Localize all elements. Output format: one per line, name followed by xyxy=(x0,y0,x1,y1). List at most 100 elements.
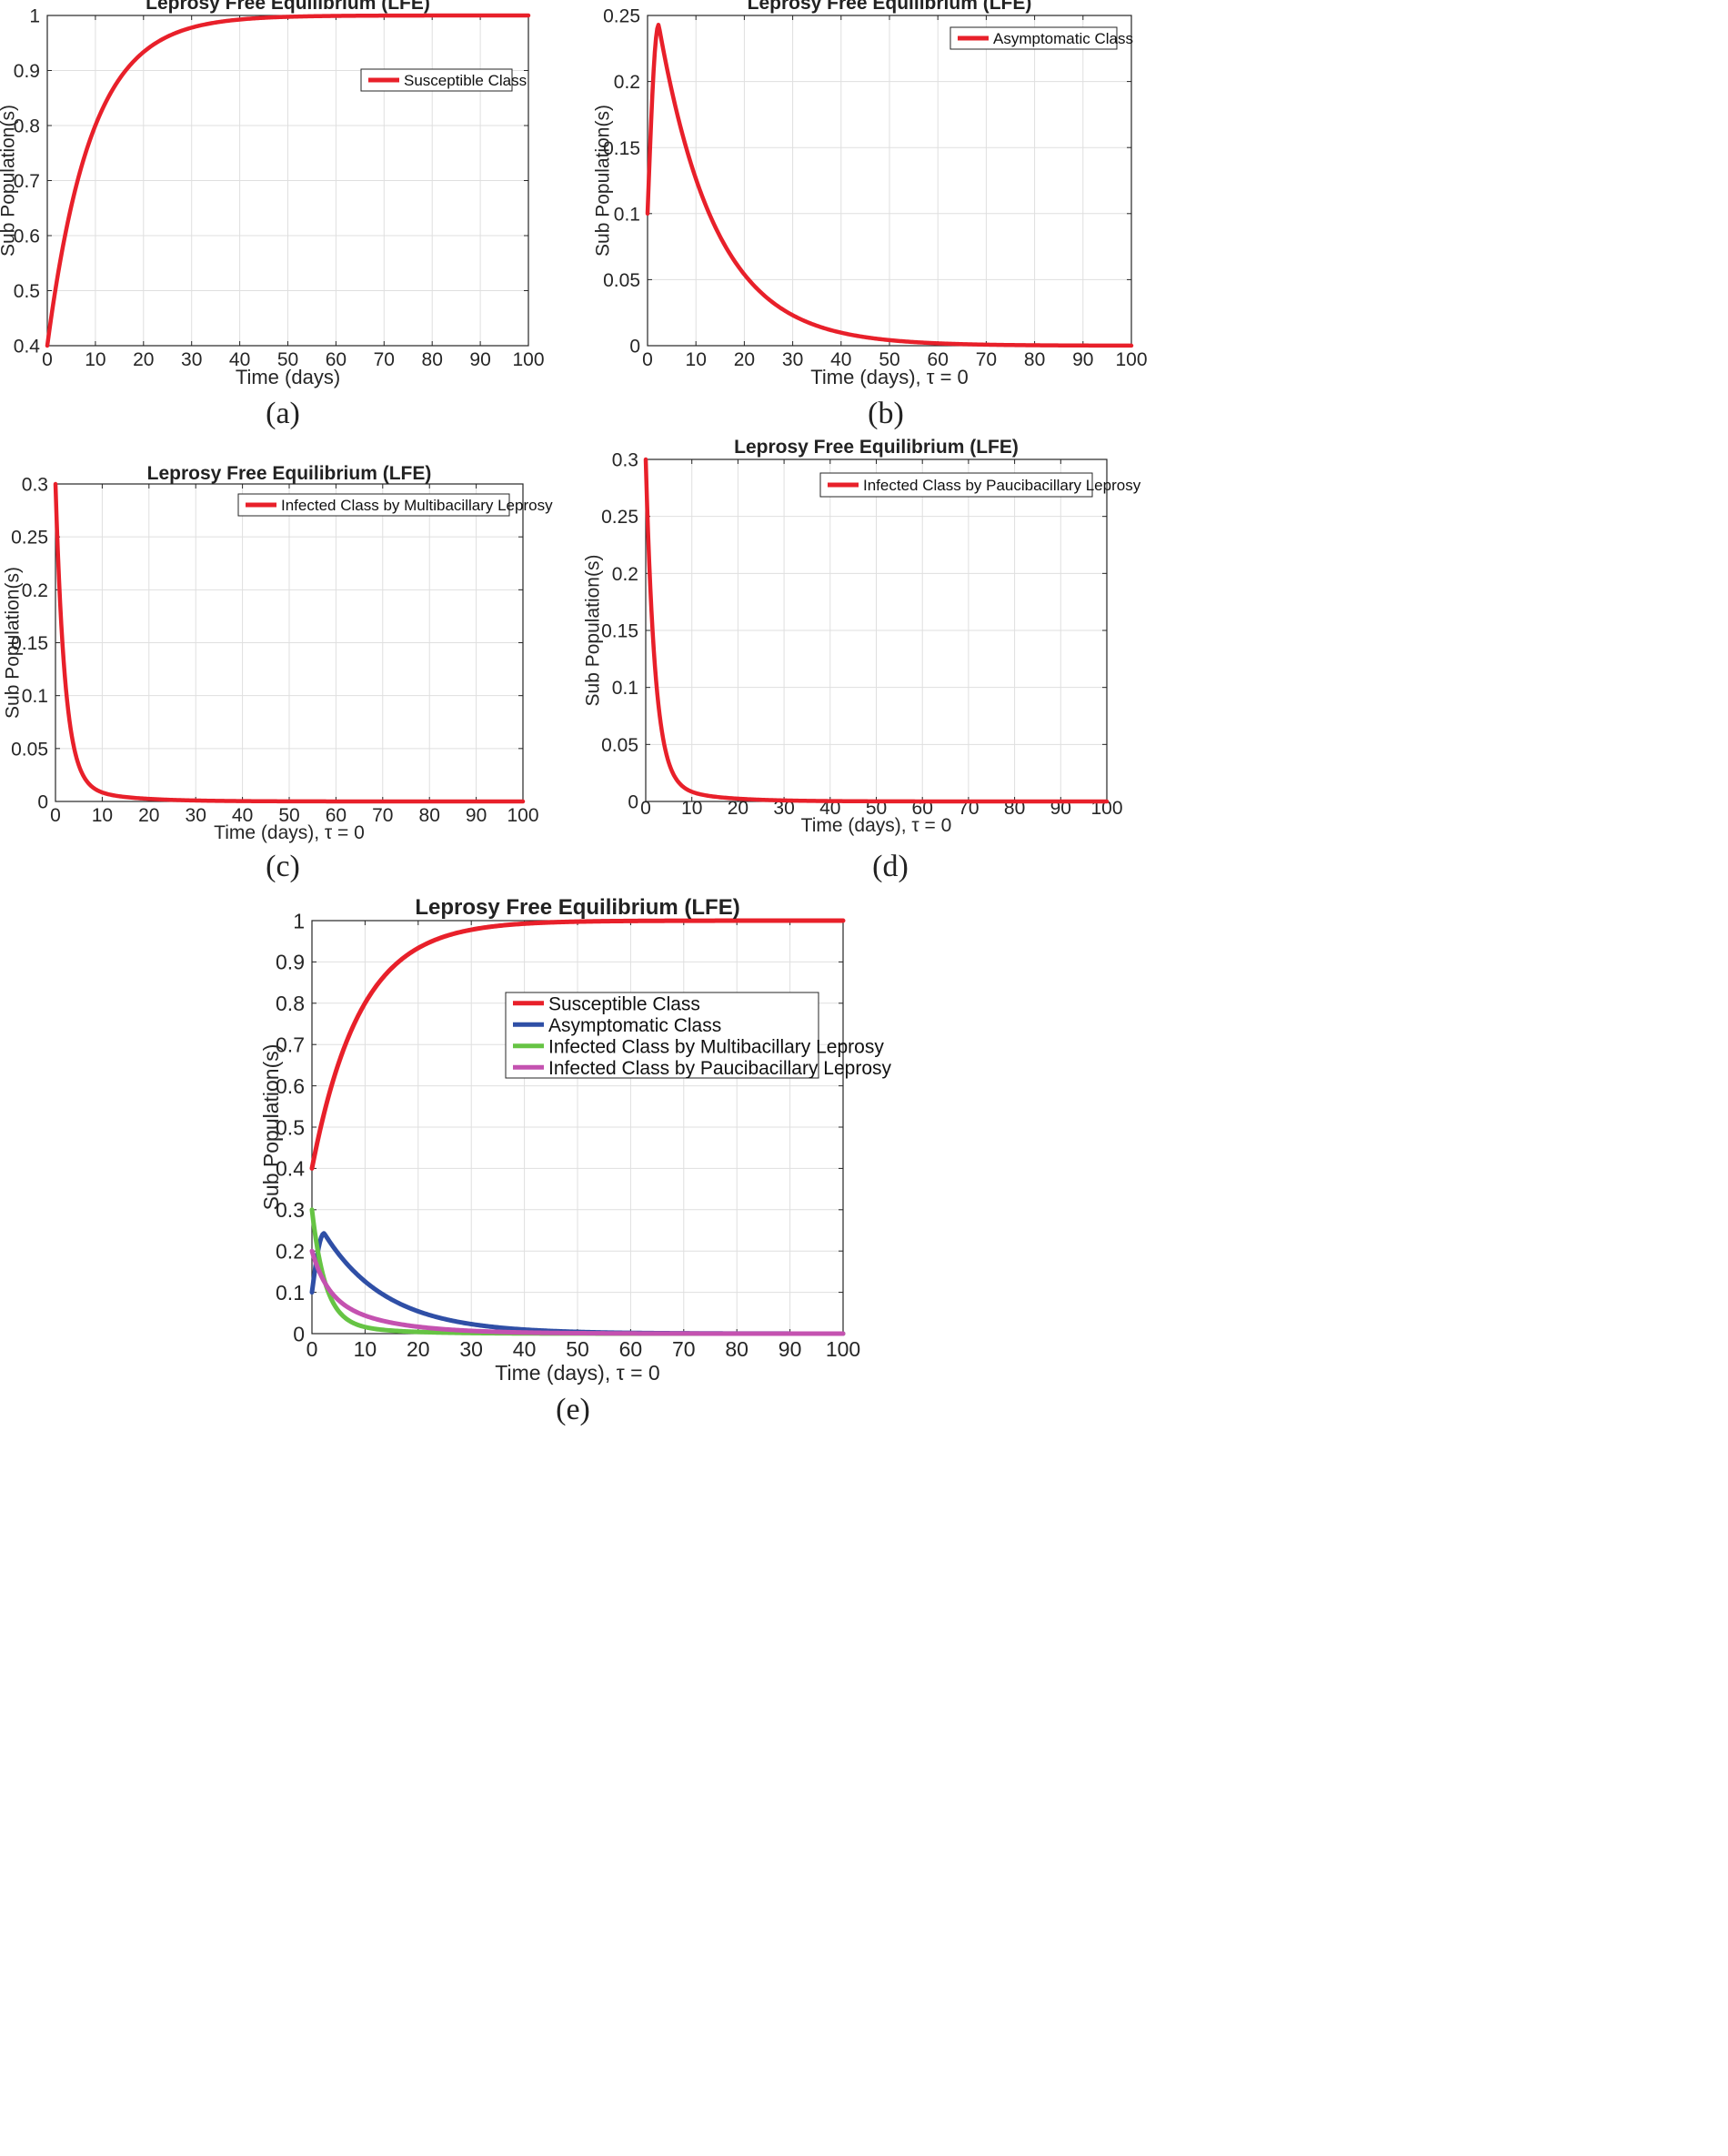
x-tick-label: 0 xyxy=(50,805,61,826)
x-tick-label: 10 xyxy=(681,798,702,819)
x-tick-label: 40 xyxy=(513,1337,537,1361)
x-tick-label: 50 xyxy=(278,805,299,826)
y-tick-label: 0.3 xyxy=(276,1198,305,1222)
x-tick-label: 80 xyxy=(1024,349,1045,370)
y-tick-label: 0.2 xyxy=(612,564,638,585)
x-tick-label: 80 xyxy=(422,349,443,370)
x-axis-label: Time (days) xyxy=(236,366,340,388)
x-tick-label: 30 xyxy=(782,349,803,370)
y-tick-label: 0.4 xyxy=(276,1157,305,1181)
y-tick-label: 0.1 xyxy=(614,204,640,225)
x-tick-label: 40 xyxy=(232,805,253,826)
legend-box xyxy=(505,992,819,1079)
y-tick-label: 0.05 xyxy=(603,270,640,291)
legend-label: Infected Class by Multibacillary Leprosy xyxy=(548,1036,884,1057)
y-tick-label: 0.8 xyxy=(276,992,305,1015)
x-tick-label: 0 xyxy=(642,349,653,370)
x-tick-label: 60 xyxy=(619,1337,643,1361)
y-tick-label: 0.05 xyxy=(11,739,48,760)
x-tick-label: 10 xyxy=(686,349,707,370)
y-tick-label: 0.2 xyxy=(614,72,640,93)
x-tick-label: 20 xyxy=(734,349,755,370)
chart-title: Leprosy Free Equilibrium (LFE) xyxy=(415,895,739,920)
y-tick-label: 0.25 xyxy=(603,6,640,27)
y-tick-label: 0.3 xyxy=(612,450,638,471)
y-tick-label: 0.1 xyxy=(276,1281,305,1305)
legend-label: Susceptible Class xyxy=(548,993,700,1014)
legend-box xyxy=(819,472,1093,498)
series-line-0 xyxy=(53,481,526,804)
legend-label: Infected Class by Paucibacillary Leprosy xyxy=(863,477,1141,494)
x-tick-label: 60 xyxy=(928,349,949,370)
chart-title: Leprosy Free Equilibrium (LFE) xyxy=(147,463,432,484)
y-axis-label: Sub Population(s) xyxy=(583,555,604,707)
series-line-3 xyxy=(309,1248,846,1336)
y-tick-label: 0.6 xyxy=(276,1074,305,1098)
y-tick-label: 0.05 xyxy=(601,735,638,756)
y-tick-label: 0.8 xyxy=(14,116,40,137)
panel-caption: (d) xyxy=(872,850,909,883)
x-tick-label: 90 xyxy=(469,349,490,370)
x-tick-label: 20 xyxy=(138,805,159,826)
y-tick-label: 0.7 xyxy=(14,171,40,192)
x-tick-label: 0 xyxy=(306,1337,318,1361)
legend-label: Infected Class by Multibacillary Leprosy xyxy=(281,497,553,514)
y-tick-label: 0.6 xyxy=(14,227,40,247)
x-tick-label: 50 xyxy=(879,349,899,370)
x-tick-label: 60 xyxy=(326,349,347,370)
x-tick-label: 70 xyxy=(672,1337,696,1361)
y-tick-label: 0.15 xyxy=(603,138,640,159)
panel-e: 0 10 20 30 40 50 60 70 80 90 100 0 0.1 0.2 0.3 0.4 0.5 0.… xyxy=(259,895,891,1426)
legend: Susceptible Class xyxy=(360,68,527,92)
x-axis-label: Time (days), τ = 0 xyxy=(495,1361,659,1385)
y-tick-label: 0.3 xyxy=(22,475,48,496)
x-tick-label: 70 xyxy=(372,805,393,826)
x-tick-label: 40 xyxy=(830,349,851,370)
x-tick-label: 90 xyxy=(1072,349,1093,370)
x-tick-label: 30 xyxy=(459,1337,483,1361)
panel-b: 0 10 20 30 40 50 60 70 80 90 100 0 0.05 0.1 0.15 0.2 0.2… xyxy=(593,0,1148,430)
x-tick-label: 10 xyxy=(85,349,105,370)
legend: Infected Class by Paucibacillary Leprosy xyxy=(819,472,1141,498)
x-axis-label: Time (days), τ = 0 xyxy=(801,815,952,836)
x-tick-label: 80 xyxy=(419,805,440,826)
y-tick-label: 0.9 xyxy=(14,61,40,82)
y-tick-label: 0.2 xyxy=(22,580,48,601)
panel-c: 0 10 20 30 40 50 60 70 80 90 100 0 0.05 0.1 0.15 0.2 0.2… xyxy=(3,463,554,883)
y-axis-label: Sub Population(s) xyxy=(593,105,614,257)
y-tick-label: 0.9 xyxy=(276,951,305,974)
x-tick-label: 90 xyxy=(779,1337,802,1361)
series-line-0 xyxy=(643,457,1110,804)
x-tick-label: 100 xyxy=(1115,349,1147,370)
panel-d: 0 10 20 30 40 50 60 70 80 90 10000.050.10.150.20.2… xyxy=(583,437,1141,883)
legend-label: Infected Class by Paucibacillary Leprosy xyxy=(548,1058,892,1079)
panel-caption: (e) xyxy=(556,1393,590,1426)
x-tick-label: 100 xyxy=(826,1337,860,1361)
x-tick-label: 30 xyxy=(773,798,794,819)
x-tick-label: 20 xyxy=(133,349,154,370)
chart-title: Leprosy Free Equilibrium (LFE) xyxy=(146,0,430,14)
x-tick-label: 60 xyxy=(326,805,347,826)
legend-label: Susceptible Class xyxy=(404,72,527,89)
y-axis-label: Sub Population(s) xyxy=(259,1044,283,1211)
x-tick-label: 90 xyxy=(466,805,487,826)
legend-label: Asymptomatic Class xyxy=(548,1015,721,1036)
x-tick-label: 0 xyxy=(640,798,651,819)
x-tick-label: 10 xyxy=(354,1337,377,1361)
y-tick-label: 0.25 xyxy=(601,507,638,528)
panel-a: 0 10 20 30 40 50 60 70 80 90 100 0.4 0.5 0.6 0.7 0.8 0.9… xyxy=(0,0,545,430)
panel-caption: (c) xyxy=(266,850,300,883)
y-tick-label: 0.2 xyxy=(276,1239,305,1263)
y-tick-label: 0.4 xyxy=(14,337,41,358)
legend-label: Asymptomatic Class xyxy=(993,30,1133,47)
x-tick-label: 70 xyxy=(976,349,997,370)
y-tick-label: 0.15 xyxy=(601,621,638,642)
x-tick-label: 20 xyxy=(407,1337,430,1361)
series-line-0 xyxy=(309,918,846,1171)
y-tick-label: 0 xyxy=(293,1322,305,1345)
x-tick-label: 10 xyxy=(92,805,113,826)
x-tick-label: 100 xyxy=(507,805,538,826)
x-tick-label: 50 xyxy=(277,349,298,370)
